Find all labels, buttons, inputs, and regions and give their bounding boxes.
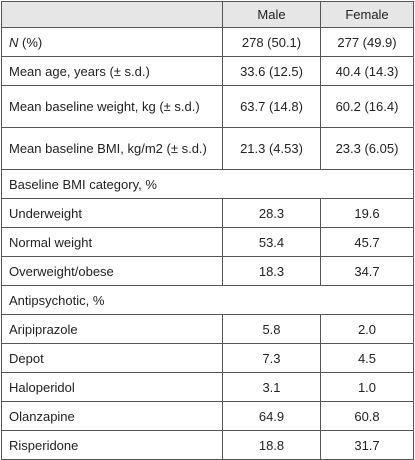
value-cell: 18.8 [222, 430, 321, 460]
value-cell: 278 (50.1) [222, 27, 321, 57]
header-cell: Female [320, 1, 414, 28]
value-cell: 1.0 [320, 372, 414, 402]
value-cell: 7.3 [222, 343, 321, 373]
label-cell: Overweight/obese [1, 256, 223, 286]
table-row: Mean baseline BMI, kg/m2 (± s.d.) 21.3 (4… [1, 127, 414, 170]
value-cell: 19.6 [320, 198, 414, 228]
label-cell: N (%) [1, 27, 223, 57]
table-row: Underweight 28.3 19.6 [1, 198, 414, 228]
label-text: Risperidone [9, 437, 79, 453]
header-row: Male Female [1, 1, 414, 28]
table-row: Aripiprazole 5.8 2.0 [1, 314, 414, 344]
label-cell: Normal weight [1, 227, 223, 257]
value-cell: 5.8 [222, 314, 321, 344]
table-row: N (%) 278 (50.1) 277 (49.9) [1, 27, 414, 57]
label-cell: Depot [1, 343, 223, 373]
value-cell: 40.4 (14.3) [320, 56, 414, 86]
table-row: Risperidone 18.8 31.7 [1, 430, 414, 460]
table-row: Normal weight 53.4 45.7 [1, 227, 414, 257]
section-cell: Antipsychotic, % [1, 285, 414, 315]
table-row: Overweight/obese 18.3 34.7 [1, 256, 414, 286]
value-cell: 64.9 [222, 401, 321, 431]
value-cell: 45.7 [320, 227, 414, 257]
label-cell: Mean age, years (± s.d.) [1, 56, 223, 86]
label-text: Mean age, years (± s.d.) [9, 63, 150, 79]
value-cell: 60.8 [320, 401, 414, 431]
label-cell: Risperidone [1, 430, 223, 460]
label-text: Haloperidol [9, 379, 75, 395]
header-blank [1, 1, 223, 28]
value-cell: 28.3 [222, 198, 321, 228]
value-cell: 23.3 (6.05) [320, 127, 414, 170]
label-text: Mean baseline BMI, kg/m2 (± s.d.) [9, 140, 207, 156]
label-text: Olanzapine [9, 408, 75, 424]
value-cell: 3.1 [222, 372, 321, 402]
label-text: Underweight [9, 205, 82, 221]
value-cell: 31.7 [320, 430, 414, 460]
table-row: Mean baseline weight, kg (± s.d.) 63.7 (1… [1, 85, 414, 128]
label-text: Overweight/obese [9, 263, 114, 279]
label-text: Mean baseline weight, kg (± s.d.) [9, 98, 200, 114]
table-row: Mean age, years (± s.d.) 33.6 (12.5) 40.4 … [1, 56, 414, 86]
label-text: Normal weight [9, 234, 93, 250]
table-row: Antipsychotic, % [1, 285, 414, 315]
label-text: Depot [9, 350, 44, 366]
value-cell: 34.7 [320, 256, 414, 286]
section-cell: Baseline BMI category, % [1, 169, 414, 199]
value-cell: 63.7 (14.8) [222, 85, 321, 128]
label-text: Aripiprazole [9, 321, 78, 337]
label-cell: Mean baseline weight, kg (± s.d.) [1, 85, 223, 128]
value-cell: 277 (49.9) [320, 27, 414, 57]
value-cell: 33.6 (12.5) [222, 56, 321, 86]
table-row: Depot 7.3 4.5 [1, 343, 414, 373]
label-cell: Haloperidol [1, 372, 223, 402]
table-row: Olanzapine 64.9 60.8 [1, 401, 414, 431]
value-cell: 21.3 (4.53) [222, 127, 321, 170]
label-cell: Underweight [1, 198, 223, 228]
label-text: (%) [18, 34, 43, 50]
value-cell: 53.4 [222, 227, 321, 257]
label-cell: Mean baseline BMI, kg/m2 (± s.d.) [1, 127, 223, 170]
label-cell: Aripiprazole [1, 314, 223, 344]
label-cell: Olanzapine [1, 401, 223, 431]
value-cell: 18.3 [222, 256, 321, 286]
label-italic: N [9, 34, 19, 50]
table-row: Baseline BMI category, % [1, 169, 414, 199]
value-cell: 60.2 (16.4) [320, 85, 414, 128]
value-cell: 2.0 [320, 314, 414, 344]
header-cell: Male [222, 1, 321, 28]
value-cell: 4.5 [320, 343, 414, 373]
table-row: Haloperidol 3.1 1.0 [1, 372, 414, 402]
